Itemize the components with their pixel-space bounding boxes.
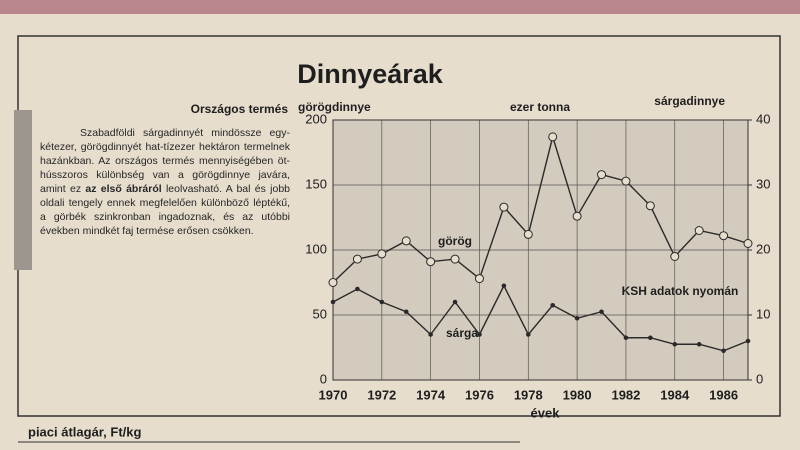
point [672,341,678,347]
point [379,299,385,305]
y2-tick-label: 10 [756,306,770,321]
text: leolvasható. A bal és jobb oldali tengel… [40,183,291,237]
y2-tick-label: 0 [756,371,763,386]
point [352,254,362,264]
y-tick-label: 50 [313,306,327,321]
y-tick-label: 150 [305,176,327,191]
series-line [332,284,749,352]
y-tick-label: 200 [305,111,327,126]
series-label: görög [438,234,472,248]
point [572,211,582,221]
point [328,278,338,287]
plot-border [332,119,749,381]
point [401,236,411,246]
title: Dinnyeárak [297,59,444,89]
point [599,309,604,315]
point [574,315,580,321]
point [330,299,336,305]
point [426,257,436,267]
side-bar [14,110,32,270]
point [696,341,702,347]
unit-label: ezer tonna [510,100,570,114]
x-tick-label: 1978 [514,387,543,402]
point [648,335,653,341]
point [548,132,558,142]
text: Szabadföldi sárgadinnyét mindössze egy-k… [40,127,290,195]
point [525,332,531,337]
point [523,229,533,239]
series-label: sárga [446,326,478,340]
x-tick-label: 1982 [611,387,640,402]
point [452,299,458,305]
x-tick-label: 1980 [563,387,592,402]
point [499,202,509,212]
point [597,170,607,180]
x-tick-label: 1972 [367,387,396,402]
point [501,283,507,289]
point [403,309,409,315]
y-tick-label: 0 [320,371,327,386]
caption: piaci átlagár, Ft/kg [28,424,141,439]
point [745,338,751,344]
x-tick-label: 1970 [319,387,348,402]
point [377,249,387,259]
point [670,252,680,261]
y-tick-label: 100 [305,241,327,256]
y-axis-title: görögdinnye [298,100,371,114]
y2-tick-label: 40 [756,111,770,126]
point [450,254,460,264]
article-heading: Országos termés [191,102,289,116]
series-line [332,134,749,284]
point [621,176,631,186]
point [694,226,704,235]
x-tick-label: 1986 [709,387,738,402]
point [719,231,729,241]
point [623,335,629,341]
y2-axis-title: sárgadinnye [654,94,725,108]
point [428,332,433,337]
x-tick-label: 1976 [465,387,494,402]
point [721,348,726,354]
x-tick-label: 1984 [660,387,690,402]
point [645,201,655,211]
point [474,274,484,284]
point [477,332,482,337]
article-text: Szabadföldi sárgadinnyét mindössze egy-k… [40,126,290,238]
point [550,302,556,308]
point [743,239,753,248]
x-tick-label: 1974 [416,387,446,402]
x-axis-title: évek [531,405,561,420]
point [355,286,360,292]
y2-tick-label: 20 [756,241,770,256]
y2-tick-label: 30 [756,176,770,191]
source: KSH adatok nyomán [622,284,739,298]
text-bold: az első ábráról [85,183,162,195]
